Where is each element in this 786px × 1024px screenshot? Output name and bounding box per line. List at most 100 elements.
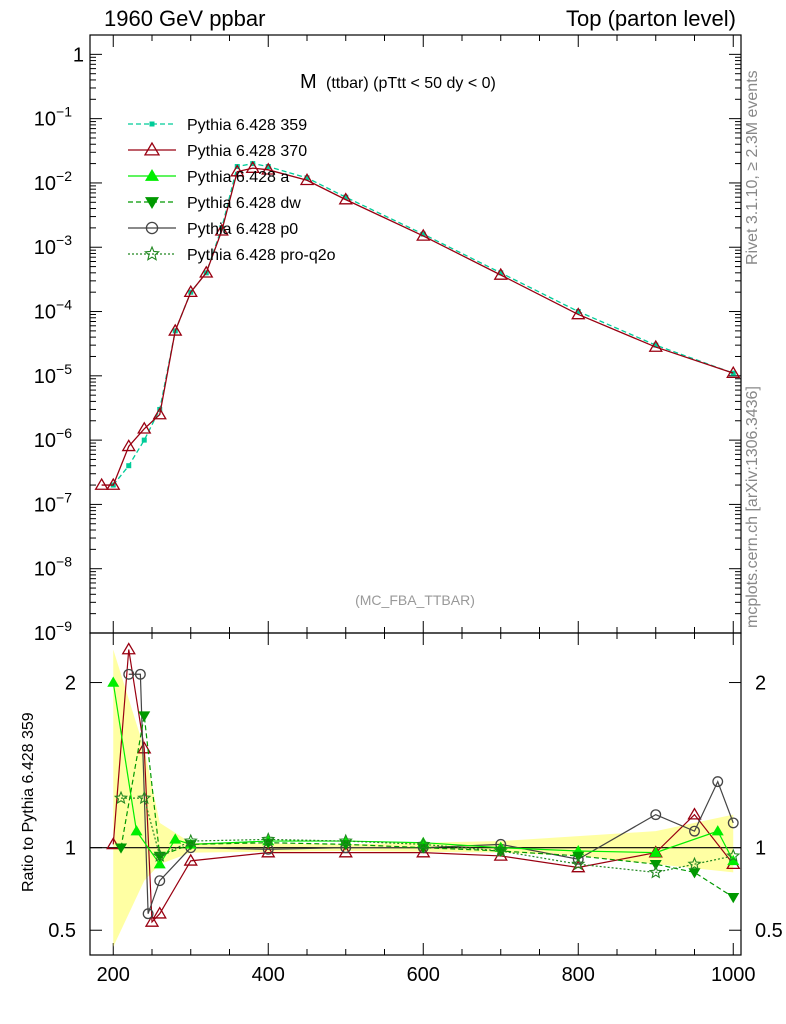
data-point [265, 164, 271, 170]
legend-marker-3 [145, 197, 159, 209]
ratio-uncertainty-band [113, 649, 734, 947]
series-line-1 [101, 167, 734, 486]
y-tick-label: 10−8 [34, 554, 72, 581]
data-point [245, 160, 260, 173]
data-point [261, 162, 276, 175]
ratio-point [649, 846, 662, 857]
ratio-y-tick-label: 1 [65, 838, 76, 860]
legend-label-0: Pythia 6.428 359 [187, 117, 307, 134]
ratio-point [493, 843, 508, 857]
legend-label-4: Pythia 6.428 p0 [187, 221, 298, 238]
ratio-point [650, 809, 662, 821]
ratio-point [261, 831, 276, 846]
ratio-point [153, 858, 166, 869]
ratio-point [687, 807, 702, 820]
ratio-y-tick-label-right: 0.5 [755, 920, 783, 942]
x-tick-label: 200 [97, 964, 130, 986]
data-point [493, 267, 508, 280]
data-point [420, 231, 426, 237]
ratio-point [137, 790, 152, 805]
ratio-point [712, 776, 724, 788]
y-tick-label: 10−7 [34, 489, 72, 516]
y-tick-label: 1 [73, 44, 84, 66]
ratio-y-tick-label: 2 [65, 673, 76, 695]
ratio-y-tick-label-right: 1 [755, 838, 766, 860]
ratio-point [106, 837, 121, 850]
legend: Pythia 6.428 359 Pythia 6.428 370 Pythia 6… [128, 117, 336, 264]
ratio-point [183, 833, 198, 848]
y-tick-label: 10−3 [34, 232, 72, 259]
ratio-point [142, 908, 154, 920]
ratio-point [169, 833, 182, 844]
legend-label-5: Pythia 6.428 pro-q2o [187, 247, 336, 264]
data-point [299, 172, 315, 186]
ratio-point [138, 711, 151, 722]
ratio-point [687, 856, 702, 871]
data-point [575, 309, 581, 315]
legend-label-3: Pythia 6.428 dw [187, 195, 301, 212]
ratio-point [711, 825, 724, 836]
ratio-point [121, 642, 136, 655]
x-tick-label: 600 [407, 964, 440, 986]
legend-marker-1 [143, 141, 161, 156]
y-tick-label: 10−9 [34, 618, 72, 645]
data-point [343, 194, 349, 200]
x-tick-label: 400 [252, 964, 285, 986]
ratio-point [727, 893, 740, 904]
y-tick-label: 10−2 [34, 168, 72, 195]
ratio-point [571, 856, 586, 871]
data-point [199, 265, 214, 278]
legend-marker-2 [145, 169, 159, 181]
ratio-point [137, 741, 152, 754]
ratio-point [727, 854, 740, 866]
ratio-line-3 [120, 715, 734, 898]
ratio-point [261, 845, 276, 858]
ratio-point [144, 914, 160, 927]
ratio-point [689, 825, 700, 837]
legend-marker-4 [145, 221, 159, 235]
data-point [338, 192, 353, 205]
ratio-y-tick-label-right: 2 [755, 673, 766, 695]
ratio-point [152, 848, 167, 862]
ratio-y-tick-label: 0.5 [48, 920, 76, 942]
y-tick-label: 10−6 [34, 425, 72, 452]
x-tick-label: 1000 [711, 964, 756, 986]
ratio-point [152, 906, 167, 919]
ratio-point [183, 853, 198, 866]
process-label: Top (parton level) [566, 6, 736, 31]
ratio-point [416, 836, 431, 851]
data-point [250, 161, 256, 167]
ratio-point [648, 865, 663, 879]
ratio-line-0 [112, 649, 734, 924]
data-point [219, 225, 225, 231]
data-point [121, 439, 136, 452]
ratio-line-1 [128, 673, 734, 914]
data-point [106, 477, 121, 490]
y-tick-label: 10−4 [34, 297, 72, 324]
data-point [168, 323, 183, 336]
ratio-line-4 [121, 797, 734, 874]
data-point [304, 175, 310, 181]
chart-subtitle: (ttbar) (pTtt < 50 dy < 0) [326, 75, 496, 92]
data-point [126, 463, 132, 469]
legend-marker-5 [143, 245, 161, 261]
ratio-point [107, 676, 120, 687]
data-point [214, 223, 229, 236]
ratio-point [113, 790, 129, 805]
data-point [137, 421, 152, 434]
data-point [653, 342, 659, 348]
ratio-panel: 0.5 0.5 1 1 2 2 200 400 600 800 1000 [48, 35, 783, 986]
data-point [141, 437, 147, 443]
ratio-frame [89, 632, 742, 956]
ratio-point [154, 875, 166, 887]
ratio-point [123, 668, 135, 680]
data-point [94, 477, 109, 490]
ratio-point [115, 843, 127, 854]
data-point [183, 284, 198, 298]
ratio-point [134, 668, 146, 680]
legend-label-2: Pythia 6.428 a [187, 169, 289, 186]
data-point [416, 228, 431, 241]
y-tick-label: 10−1 [34, 104, 72, 131]
ratio-point [338, 833, 353, 848]
legend-marker-0 [149, 121, 155, 127]
